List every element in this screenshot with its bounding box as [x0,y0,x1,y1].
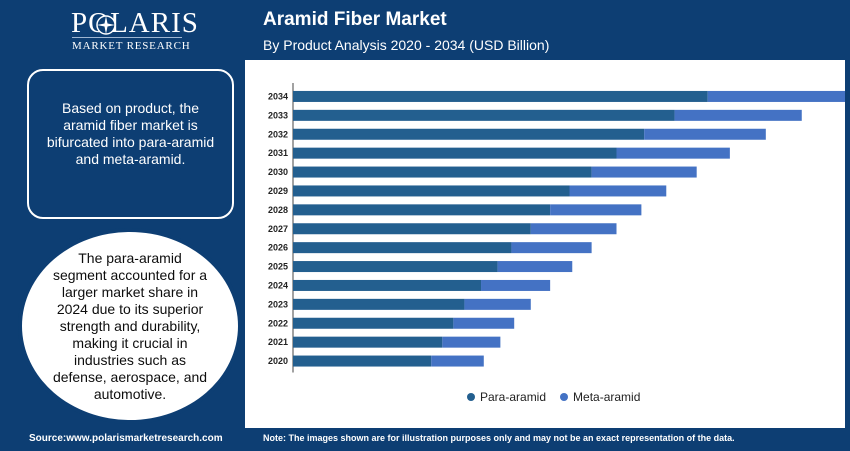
left-panel: POLARIS MARKET RESEARCH Based on product… [1,1,244,429]
tick-label-2023: 2023 [268,299,288,309]
legend-item-meta-aramid: Meta-aramid [560,390,640,404]
bar-para-aramid-2026 [293,242,512,254]
disclaimer-note: Note: The images shown are for illustrat… [263,433,735,443]
bar-para-aramid-2028 [293,204,551,216]
bar-para-aramid-2033 [293,109,675,121]
legend-label-para-aramid: Para-aramid [480,390,547,404]
bar-para-aramid-2034 [293,90,708,102]
bar-para-aramid-2029 [293,185,570,197]
tick-label-2033: 2033 [268,110,288,120]
bar-para-aramid-2024 [293,279,482,291]
tick-label-2022: 2022 [268,318,288,328]
bar-meta-aramid-2030 [591,166,697,178]
bar-meta-aramid-2020 [431,355,484,367]
bar-meta-aramid-2021 [442,336,501,348]
bar-para-aramid-2031 [293,147,617,159]
chart-subtitle: By Product Analysis 2020 - 2034 (USD Bil… [263,37,550,53]
bar-para-aramid-2025 [293,261,498,273]
logo-tagline: MARKET RESEARCH [72,40,191,52]
tick-label-2032: 2032 [268,129,288,139]
source-link[interactable]: Source:www.polarismarketresearch.com [29,433,223,444]
tick-label-2029: 2029 [268,186,288,196]
bar-meta-aramid-2022 [453,317,515,329]
chart-area: 2034 2033 2032 2031 2030 2029 2028 2027 2026 2025… [245,60,845,428]
compass-star-icon [96,15,116,35]
footer-bar: Source:www.polarismarketresearch.com Not… [1,429,849,450]
tick-label-2031: 2031 [268,148,288,158]
logo-name: POLARIS [71,7,199,39]
bar-para-aramid-2023 [293,298,465,310]
title-bar: Aramid Fiber Market By Product Analysis … [244,1,849,60]
tick-label-2021: 2021 [268,337,288,347]
bar-meta-aramid-2025 [497,261,573,273]
bar-para-aramid-2032 [293,128,645,140]
bar-meta-aramid-2028 [550,204,642,216]
tick-label-2024: 2024 [268,280,288,290]
bar-meta-aramid-2034 [707,90,845,102]
bar-meta-aramid-2027 [530,223,617,235]
tick-label-2027: 2027 [268,224,288,234]
bar-para-aramid-2030 [293,166,592,178]
tick-label-2025: 2025 [268,262,288,272]
bar-meta-aramid-2029 [569,185,667,197]
bar-meta-aramid-2031 [616,147,730,159]
logo-divider [72,37,182,38]
insight-circle: The para-aramid segment accounted for a … [18,228,242,424]
bar-para-aramid-2027 [293,223,531,235]
legend-swatch-para-aramid [467,393,475,401]
tick-label-2030: 2030 [268,167,288,177]
product-summary-text: Based on product, the aramid fiber marke… [46,100,215,167]
bar-para-aramid-2021 [293,336,443,348]
tick-label-2034: 2034 [268,91,288,101]
bar-meta-aramid-2023 [464,298,531,310]
bar-para-aramid-2022 [293,317,454,329]
chart-legend: Para-aramid Meta-aramid [467,390,640,404]
tick-label-2020: 2020 [268,356,288,366]
bar-meta-aramid-2024 [481,279,551,291]
bar-meta-aramid-2026 [511,242,592,254]
tick-label-2026: 2026 [268,243,288,253]
bar-meta-aramid-2033 [674,109,802,121]
legend-label-meta-aramid: Meta-aramid [573,390,641,404]
insight-text: The para-aramid segment accounted for a … [52,249,208,402]
legend-swatch-meta-aramid [560,393,569,401]
bar-para-aramid-2020 [293,355,432,367]
bar-meta-aramid-2032 [644,128,766,140]
polaris-logo[interactable]: POLARIS MARKET RESEARCH [19,7,219,55]
legend-item-para-aramid: Para-aramid [467,390,546,404]
product-summary-box: Based on product, the aramid fiber marke… [27,69,234,219]
chart-title: Aramid Fiber Market [263,9,447,30]
stacked-bar-chart: 2034 2033 2032 2031 2030 2029 2028 2027 2026 2025… [268,83,845,373]
tick-label-2028: 2028 [268,205,288,215]
